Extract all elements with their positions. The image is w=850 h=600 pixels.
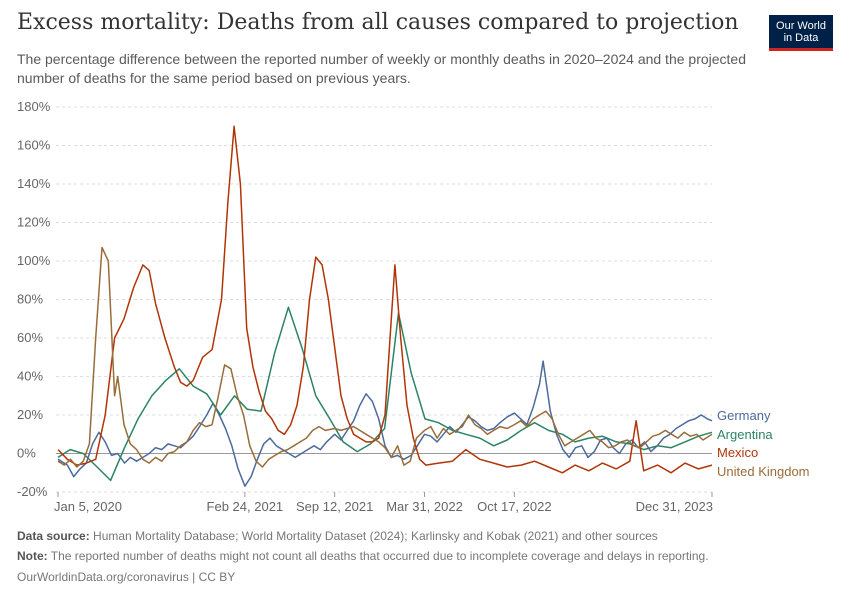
owid-logo[interactable]: Our World in Data bbox=[769, 15, 833, 51]
y-tick-label: 0% bbox=[17, 446, 36, 461]
y-tick-label: 20% bbox=[17, 407, 43, 422]
legend: Germany Argentina Mexico United Kingdom bbox=[717, 408, 810, 479]
x-tick-label: Jan 5, 2020 bbox=[54, 499, 122, 514]
x-axis-ticks: Jan 5, 2020 Feb 24, 2021 Sep 12, 2021 Mar 3… bbox=[54, 492, 713, 514]
series-line-united-kingdom[interactable] bbox=[57, 246, 713, 468]
y-tick-label: -20% bbox=[17, 484, 48, 499]
chart-note: Note: The reported number of deaths migh… bbox=[17, 549, 709, 563]
y-tick-label: 40% bbox=[17, 369, 43, 384]
y-tick-label: 140% bbox=[17, 176, 51, 191]
legend-label-mexico[interactable]: Mexico bbox=[717, 445, 758, 460]
x-tick-label: Mar 31, 2022 bbox=[386, 499, 463, 514]
chart-subtitle: The percentage difference between the re… bbox=[17, 51, 747, 86]
x-tick-label: Feb 24, 2021 bbox=[207, 499, 284, 514]
chart-title: Excess mortality: Deaths from all causes… bbox=[17, 10, 739, 35]
y-tick-label: 60% bbox=[17, 330, 43, 345]
logo-line-2: in Data bbox=[783, 32, 819, 44]
y-axis-ticks: -20% 0% 20% 40% 60% 80% 100% 120% 140% 160% 180% bbox=[17, 99, 51, 499]
data-source-label: Data source: bbox=[17, 529, 90, 543]
logo-line-1: Our World bbox=[776, 20, 826, 32]
credit-link[interactable]: OurWorldinData.org/coronavirus | CC BY bbox=[17, 570, 236, 584]
series-line-argentina[interactable] bbox=[57, 306, 713, 482]
note-text: The reported number of deaths might not … bbox=[50, 549, 709, 563]
y-tick-label: 160% bbox=[17, 138, 51, 153]
data-source-text: Human Mortality Database; World Mortalit… bbox=[93, 529, 658, 543]
legend-label-argentina[interactable]: Argentina bbox=[717, 427, 773, 442]
y-tick-label: 80% bbox=[17, 292, 43, 307]
legend-label-germany[interactable]: Germany bbox=[717, 408, 771, 423]
legend-label-united-kingdom[interactable]: United Kingdom bbox=[717, 464, 810, 479]
y-tick-label: 100% bbox=[17, 253, 51, 268]
series-lines bbox=[57, 125, 713, 487]
x-tick-label: Sep 12, 2021 bbox=[296, 499, 373, 514]
series-line-mexico[interactable] bbox=[57, 125, 713, 474]
y-tick-label: 180% bbox=[17, 99, 51, 114]
data-source: Data source: Human Mortality Database; W… bbox=[17, 529, 658, 543]
x-tick-label: Oct 17, 2022 bbox=[477, 499, 551, 514]
y-tick-label: 120% bbox=[17, 215, 51, 230]
note-label: Note: bbox=[17, 549, 48, 563]
x-tick-label: Dec 31, 2023 bbox=[636, 499, 713, 514]
